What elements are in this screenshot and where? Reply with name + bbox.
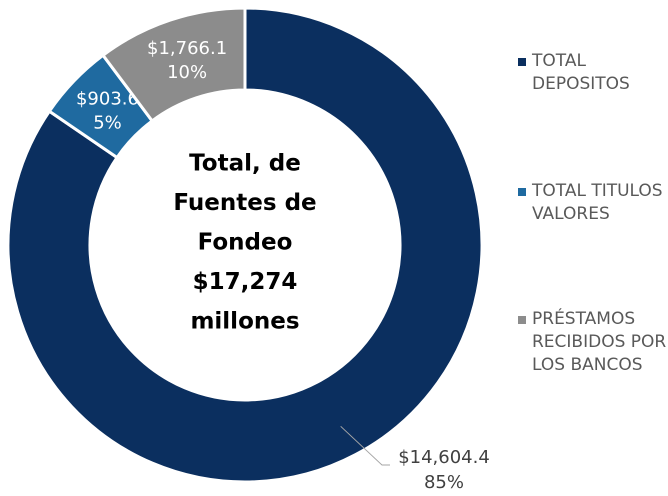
legend-label: TOTAL TITULOS VALORES xyxy=(532,181,663,224)
leader-line xyxy=(340,425,390,466)
percent-label: 10% xyxy=(167,62,207,83)
legend-swatch xyxy=(518,188,526,196)
legend-swatch xyxy=(518,316,526,324)
legend-label: TOTAL DEPOSITOS xyxy=(532,51,630,94)
legend-label: PRÉSTAMOS RECIBIDOS POR LOS BANCOS xyxy=(532,309,667,375)
legend-swatch xyxy=(518,58,526,66)
data-label: $1,766.1 xyxy=(147,38,227,59)
percent-label: 85% xyxy=(424,472,464,493)
center-text: $17,274 xyxy=(193,269,298,295)
center-text: Fuentes de xyxy=(173,190,316,216)
center-text: Fondeo xyxy=(198,230,293,256)
donut-slice xyxy=(6,6,484,484)
percent-label: 5% xyxy=(93,112,122,133)
data-label: $903.6 xyxy=(76,88,139,109)
center-text: Total, de xyxy=(189,151,301,177)
data-label: $14,604.4 xyxy=(398,447,490,468)
center-text: millones xyxy=(190,309,299,335)
donut-slice xyxy=(100,6,247,123)
